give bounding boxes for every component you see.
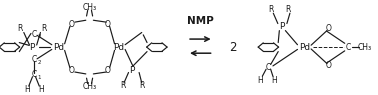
Text: O: O xyxy=(105,19,111,28)
Text: O: O xyxy=(326,24,332,33)
Text: 3: 3 xyxy=(37,34,41,39)
Text: C: C xyxy=(31,70,37,79)
Text: C: C xyxy=(31,30,37,39)
Text: O: O xyxy=(69,19,75,28)
Text: Pd: Pd xyxy=(113,43,125,52)
Text: Pd: Pd xyxy=(53,43,64,52)
Text: R: R xyxy=(120,81,125,90)
Text: R: R xyxy=(139,81,144,90)
Text: CH₃: CH₃ xyxy=(82,82,97,91)
Text: 2: 2 xyxy=(229,41,236,54)
Text: O: O xyxy=(105,66,111,75)
Text: 2: 2 xyxy=(37,60,41,65)
Text: R: R xyxy=(42,24,47,33)
Text: H: H xyxy=(38,85,44,94)
Text: C: C xyxy=(345,43,350,52)
Text: NMP: NMP xyxy=(187,16,214,26)
Text: H: H xyxy=(271,76,277,86)
Text: O: O xyxy=(69,66,75,75)
Text: CH₃: CH₃ xyxy=(358,43,372,52)
Text: 1: 1 xyxy=(37,75,41,80)
Text: C: C xyxy=(31,55,37,64)
Text: P: P xyxy=(29,43,35,52)
Text: H: H xyxy=(24,85,30,94)
Text: Pd: Pd xyxy=(299,43,310,52)
Text: C: C xyxy=(266,63,271,72)
Text: H: H xyxy=(257,76,263,86)
Text: R: R xyxy=(269,5,274,14)
Text: P: P xyxy=(279,22,284,31)
Text: R: R xyxy=(285,5,291,14)
Text: CH₃: CH₃ xyxy=(82,3,97,12)
Text: R: R xyxy=(17,24,23,33)
Text: O: O xyxy=(326,61,332,70)
Text: P: P xyxy=(130,66,135,75)
